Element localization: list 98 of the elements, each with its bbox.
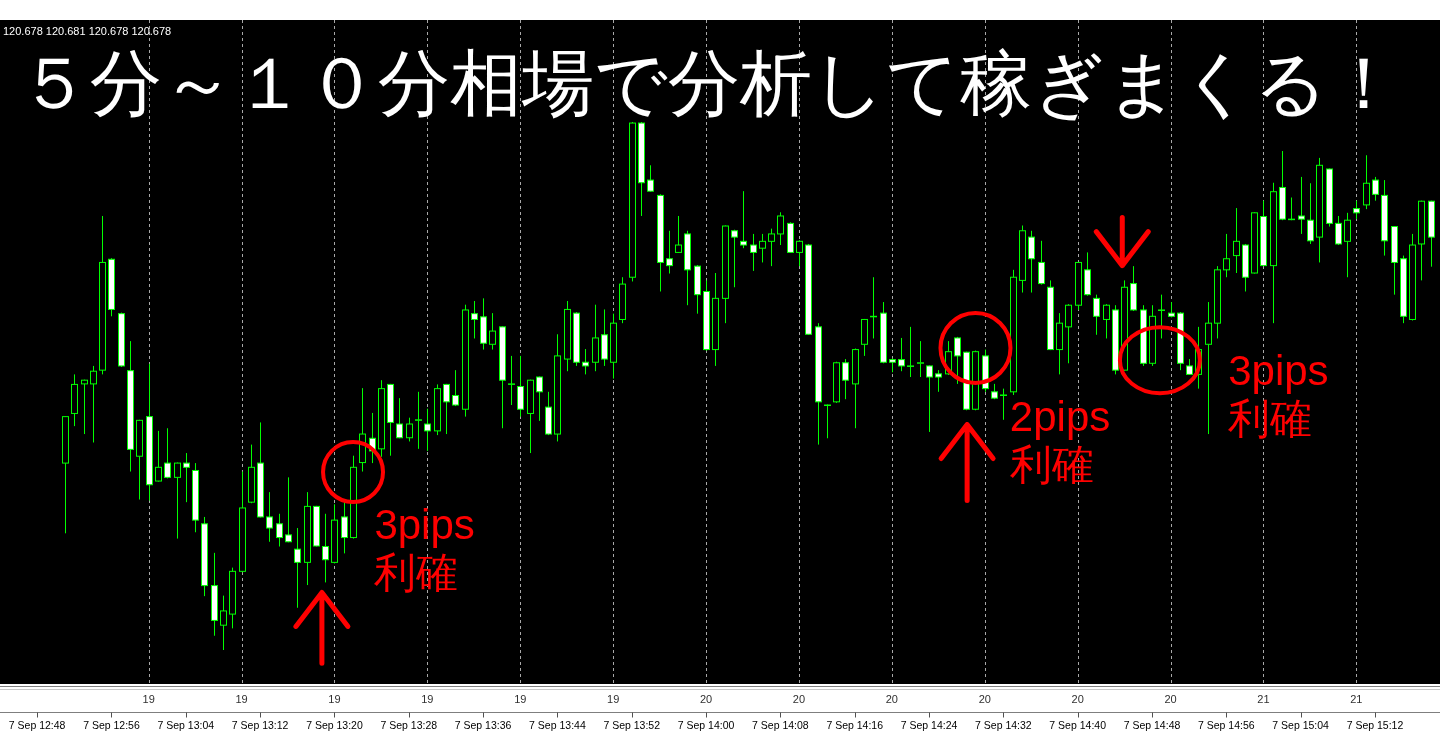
candlestick (406, 417, 413, 442)
candlestick (796, 239, 803, 267)
candlestick (777, 211, 784, 246)
candlestick (926, 364, 933, 433)
annotation: 3pips 利確 (1228, 346, 1329, 442)
candlestick (183, 452, 190, 503)
candlestick (517, 355, 524, 418)
candlestick (81, 379, 88, 435)
candlestick (415, 391, 422, 450)
candlestick (155, 430, 162, 483)
x2-tick-label: 7 Sep 13:52 (603, 719, 661, 731)
x2-tick-label: 7 Sep 13:44 (529, 719, 586, 731)
x2-tick-label: 7 Sep 13:28 (380, 719, 438, 731)
chart-title: ５分～１０分相場で分析して稼ぎまくる！ (18, 41, 1400, 125)
x2-tick-label: 7 Sep 14:32 (975, 719, 1032, 731)
candlestick (1000, 388, 1007, 421)
annotation: 2pips 利確 (1009, 392, 1111, 488)
candlestick (1028, 230, 1035, 294)
candlestick (424, 408, 431, 452)
x2-tick-label: 7 Sep 13:04 (157, 719, 215, 731)
candlestick (582, 348, 589, 375)
candlestick (824, 403, 831, 439)
candlestick (907, 326, 914, 378)
x-tick-label: 20 (1071, 693, 1084, 705)
x-tick-label: 19 (514, 693, 527, 705)
candlestick (1307, 182, 1314, 245)
candlestick (1103, 303, 1110, 339)
x-tick-label: 20 (699, 693, 713, 705)
x2-tick-label: 7 Sep 14:16 (826, 719, 884, 731)
candlestick (536, 376, 543, 422)
x2-tick-label: 7 Sep 14:48 (1123, 719, 1181, 731)
candlestick (266, 491, 273, 543)
x2-tick-label: 7 Sep 12:48 (8, 719, 66, 731)
x2-tick-label: 7 Sep 14:08 (752, 719, 809, 731)
x-tick-label: 19 (142, 693, 155, 705)
candlestick (898, 337, 905, 372)
x2-tick-label: 7 Sep 14:40 (1049, 719, 1107, 731)
text: 120.678 120.681 120.678 120.678 (3, 25, 172, 37)
candlestick (917, 340, 924, 378)
x2-tick-label: 7 Sep 14:24 (900, 719, 958, 731)
x-tick-label: 19 (328, 693, 341, 705)
x2-tick-label: 7 Sep 15:04 (1272, 719, 1330, 731)
x2-tick-label: 7 Sep 13:12 (231, 719, 289, 731)
x2-tick-label: 7 Sep 14:56 (1198, 719, 1255, 731)
candlestick (508, 355, 515, 406)
candlestick (396, 397, 403, 439)
candlestick (731, 229, 738, 288)
x-tick-label: 20 (978, 693, 991, 705)
x2-tick-label: 7 Sep 13:36 (454, 719, 512, 731)
candlestick (1065, 303, 1072, 364)
candlestick (675, 215, 682, 254)
x2-tick-label: 7 Sep 15:12 (1346, 719, 1404, 731)
candlestick (90, 365, 97, 443)
candlestick (341, 501, 348, 554)
x-tick-label: 20 (1164, 693, 1177, 705)
candlestick (443, 383, 450, 435)
candlestick (1205, 301, 1212, 435)
candlestick (935, 369, 942, 393)
candlestick (759, 233, 766, 263)
candlestick (647, 164, 654, 193)
candlestick (1298, 176, 1305, 235)
candlestick (1158, 294, 1165, 339)
x-tick-label: 20 (885, 693, 898, 705)
candlestick (768, 228, 775, 267)
x-tick-label: 21 (1350, 693, 1363, 705)
candlestick (1233, 207, 1240, 274)
candlestick (740, 190, 747, 249)
x-tick-label: 21 (1257, 693, 1270, 705)
x-tick-label: 19 (421, 693, 434, 705)
x2-tick-label: 7 Sep 13:20 (306, 719, 363, 731)
candlestick (164, 427, 171, 479)
candlestick (750, 233, 757, 272)
candlestick (322, 513, 329, 583)
x-tick-label: 19 (235, 693, 248, 705)
candlestick (1363, 154, 1370, 210)
candlestick (220, 595, 227, 651)
candlestick (1335, 215, 1342, 246)
candlestick (1372, 176, 1379, 202)
candlestick (1038, 240, 1045, 286)
candlestick (276, 513, 283, 548)
candlestick (452, 369, 459, 407)
candlestick (489, 312, 496, 351)
candlestick (666, 230, 673, 275)
candlestick (1353, 200, 1360, 220)
annotation: 3pips 利確 (374, 501, 475, 597)
x-tick-label: 19 (607, 693, 620, 705)
candlestick (1093, 294, 1100, 336)
candlestick (471, 300, 478, 339)
candlestick (294, 527, 301, 609)
x2-tick-label: 7 Sep 14:00 (677, 719, 735, 731)
x-tick-label: 20 (792, 693, 806, 705)
x2-tick-label: 7 Sep 12:56 (83, 719, 140, 731)
candlestick (285, 476, 292, 543)
candlestick (842, 358, 849, 400)
candlestick (174, 462, 181, 540)
candlestick (954, 336, 961, 385)
candlestick (1223, 233, 1230, 278)
candlestick (1344, 212, 1351, 278)
